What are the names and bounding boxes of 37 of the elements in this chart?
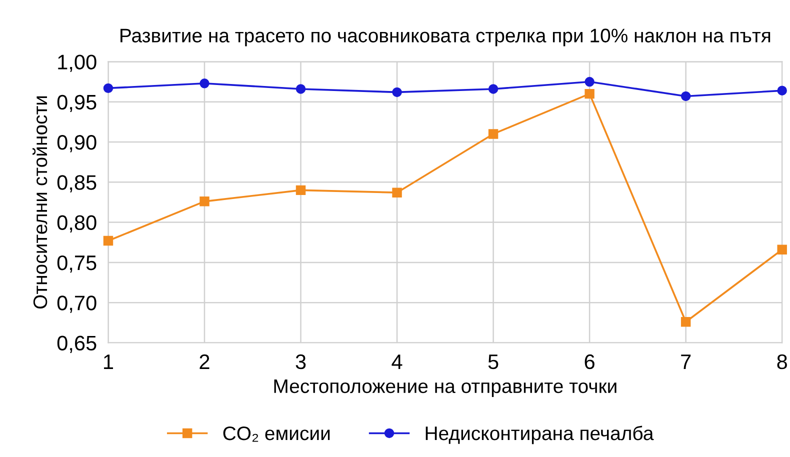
legend-label: Недисконтирана печалба — [426, 426, 654, 444]
point — [680, 91, 691, 102]
x-tick-label: 1 — [104, 354, 114, 369]
point — [584, 76, 594, 87]
x-tick-label: 8 — [777, 354, 787, 370]
y-tick-label: 0,85 — [57, 175, 96, 192]
y-tick-label: 0,65 — [57, 336, 96, 353]
point — [488, 129, 498, 139]
point — [584, 88, 594, 99]
x-tick-label: 5 — [488, 354, 498, 370]
x-tick-label: 6 — [584, 354, 594, 370]
x-tick-label: 7 — [681, 354, 691, 369]
y-axis-title: Относителни стойности — [32, 96, 48, 309]
point — [777, 244, 787, 254]
y-tick-label: 0,70 — [57, 296, 96, 313]
point — [680, 317, 691, 327]
point — [200, 196, 210, 206]
point — [488, 84, 498, 94]
chart-title: Развитие на трасето по часовниковата стрелка при 10% наклон на пътя — [120, 28, 770, 46]
point — [103, 236, 114, 246]
x-tick-label: 2 — [200, 354, 210, 369]
y-tick-label: 1,00 — [58, 54, 96, 72]
y-tick-label: 0,90 — [57, 135, 96, 152]
point — [200, 78, 210, 88]
y-tick-label: 0,80 — [57, 215, 96, 233]
point — [296, 185, 306, 196]
point — [777, 86, 787, 96]
x-tick-label: 3 — [296, 354, 306, 370]
legend-label: CO₂ емисии — [223, 426, 330, 442]
point — [296, 84, 306, 94]
y-tick-label: 0,95 — [57, 94, 96, 112]
y-tick-label: 0,75 — [57, 255, 96, 273]
x-tick-label: 4 — [392, 354, 402, 369]
point — [103, 83, 114, 94]
x-axis-title: Местоположение на отправните точки — [274, 380, 616, 397]
point — [392, 87, 402, 98]
point — [392, 188, 402, 198]
